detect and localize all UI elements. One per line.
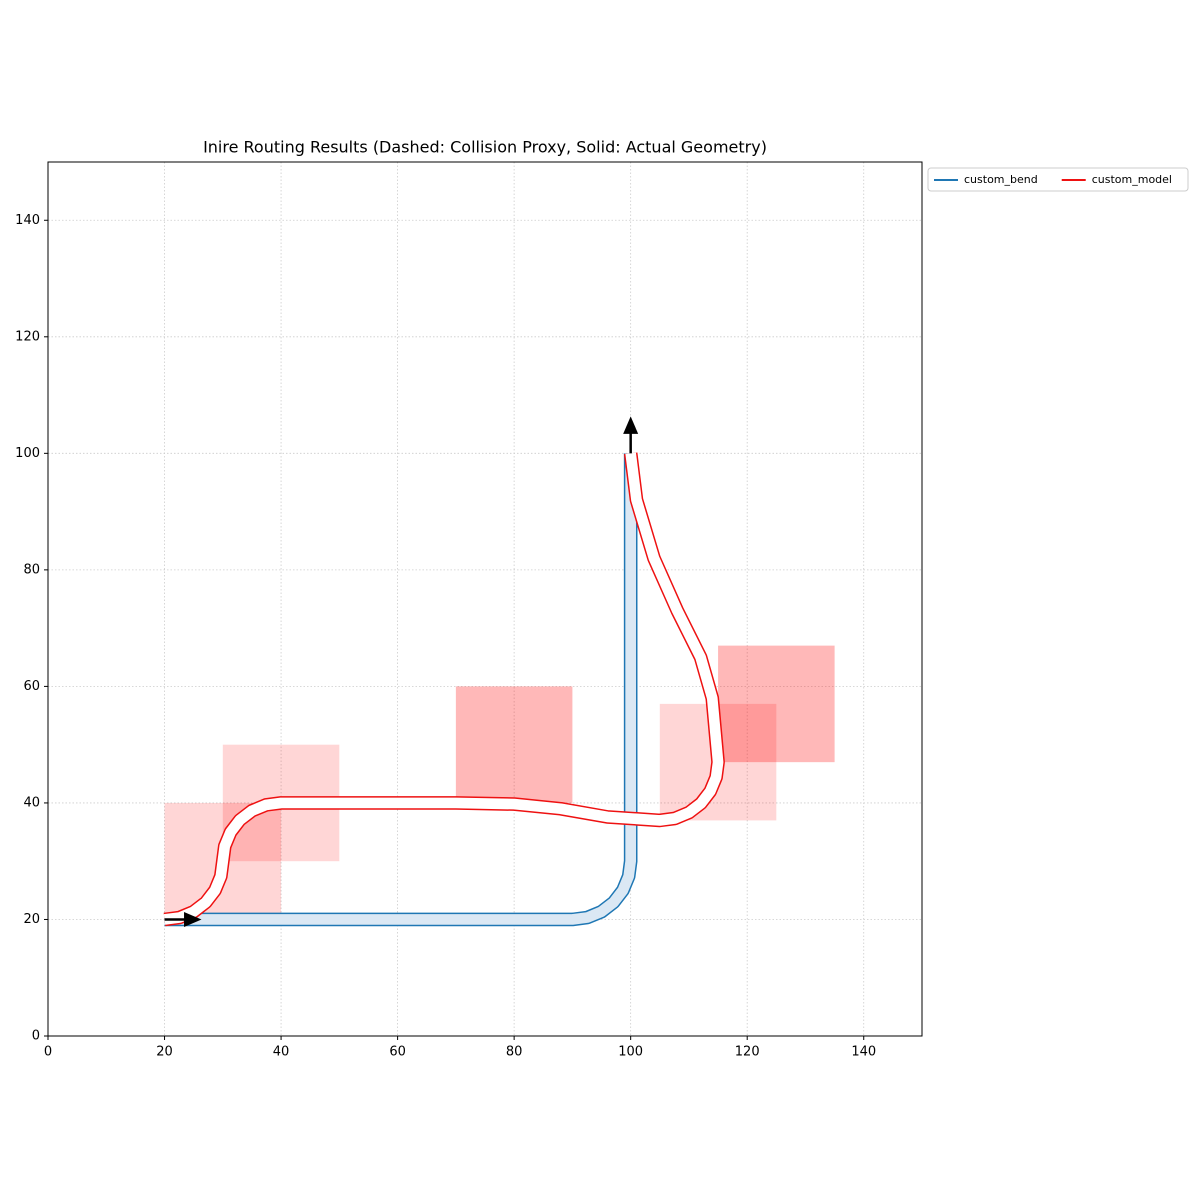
y-tick-label: 20 bbox=[23, 912, 40, 927]
x-tick-label: 120 bbox=[735, 1045, 760, 1060]
x-tick-label: 20 bbox=[156, 1045, 173, 1060]
y-tick-label: 60 bbox=[23, 679, 40, 694]
x-tick-label: 0 bbox=[44, 1045, 52, 1060]
collision-box bbox=[455, 686, 573, 803]
y-tick-label: 40 bbox=[23, 795, 40, 810]
y-tick-label: 120 bbox=[15, 329, 40, 344]
legend-box bbox=[927, 167, 1189, 192]
x-tick-label: 80 bbox=[506, 1045, 523, 1060]
legend-label: custom_bend bbox=[964, 173, 1038, 186]
y-tick-label: 0 bbox=[32, 1029, 40, 1044]
waveguide-body bbox=[163, 452, 724, 925]
y-tick-label: 80 bbox=[23, 562, 40, 577]
y-tick-label: 100 bbox=[15, 446, 40, 461]
x-tick-label: 40 bbox=[273, 1045, 290, 1060]
x-tick-label: 100 bbox=[618, 1045, 643, 1060]
y-tick-label: 140 bbox=[15, 213, 40, 228]
waveguide-body bbox=[164, 453, 636, 925]
plot-frame bbox=[47, 161, 923, 1037]
chart-title: Inire Routing Results (Dashed: Collision… bbox=[203, 138, 767, 157]
legend-label: custom_model bbox=[1092, 173, 1172, 186]
x-tick-label: 140 bbox=[851, 1045, 876, 1060]
x-tick-label: 60 bbox=[389, 1045, 406, 1060]
collision-box bbox=[718, 645, 835, 763]
